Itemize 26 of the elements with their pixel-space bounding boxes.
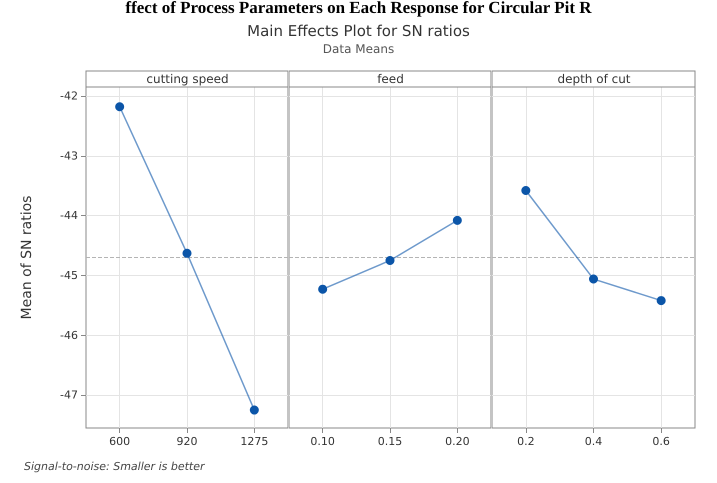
x-tick-label: 0.4 — [584, 435, 602, 448]
point — [182, 248, 192, 258]
y-tick-label: -47 — [60, 388, 78, 402]
x-tick-label: 0.6 — [652, 435, 670, 448]
text: Main Effects Plot for SN ratios — [246, 22, 471, 40]
x-tick-label: 0.20 — [445, 435, 470, 448]
x-tick-label: 920 — [176, 435, 198, 448]
y-axis-title: Mean of SN ratios — [19, 196, 35, 320]
x-tick-label: 0.15 — [378, 435, 402, 448]
x-tick-label: 0.10 — [310, 435, 335, 448]
text: Signal-to-noise: Smaller is better — [24, 460, 205, 473]
chart-title: depth of cut — [557, 72, 631, 86]
chart-title: cutting speed — [146, 72, 229, 86]
y-tick-label: -46 — [60, 328, 78, 342]
y-tick-label: -42 — [60, 89, 78, 102]
x-tick-label: 600 — [109, 435, 130, 448]
x-tick-label: 0.2 — [517, 435, 535, 448]
x-tick-label: 1275 — [240, 435, 268, 448]
point — [115, 102, 124, 112]
text: Data Means — [322, 42, 396, 56]
text: ffect of Process Parameters on Each Response for Circular Pit R — [124, 0, 593, 18]
y-tick-label: -43 — [60, 149, 78, 162]
y-tick-label: -45 — [60, 268, 78, 282]
point — [250, 406, 259, 415]
y-tick-label: -44 — [60, 209, 78, 222]
chart-title: feed — [377, 72, 404, 86]
